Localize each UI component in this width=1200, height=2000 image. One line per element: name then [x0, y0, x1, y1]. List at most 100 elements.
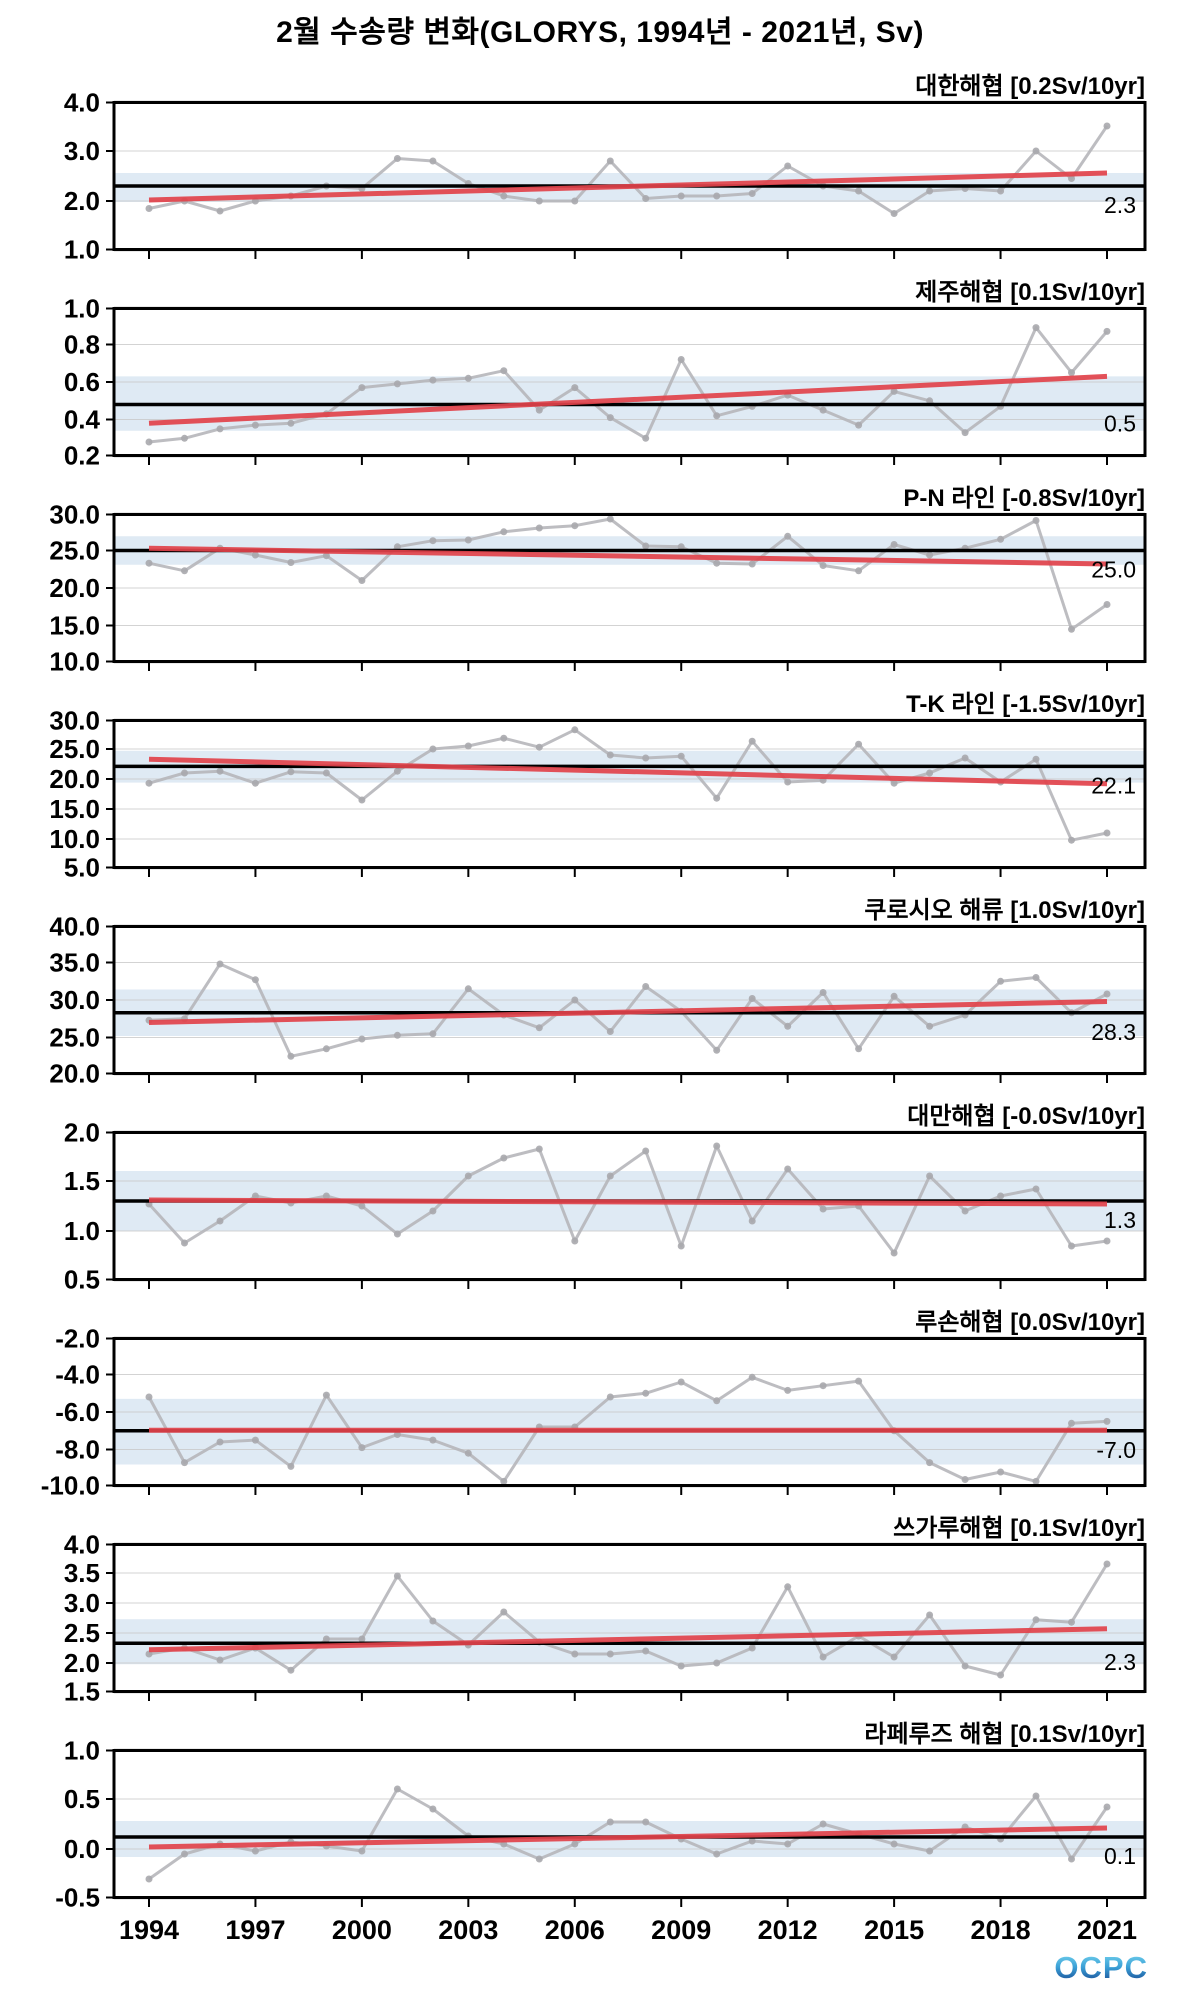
data-point	[464, 1172, 472, 1180]
data-point	[606, 1393, 614, 1401]
x-tick-label: 2012	[758, 1915, 818, 1945]
data-point	[429, 745, 437, 753]
data-point	[784, 162, 792, 170]
data-point	[500, 1154, 508, 1162]
data-point	[216, 207, 224, 215]
y-tick-label: 3.0	[64, 1588, 100, 1618]
data-point	[1103, 1417, 1111, 1425]
data-point	[251, 1192, 259, 1200]
data-point	[961, 1207, 969, 1215]
data-point	[677, 192, 685, 200]
data-point	[961, 429, 969, 437]
ocpc-logo: OCPC	[1054, 1950, 1148, 1985]
y-tick-label: 5.0	[64, 853, 100, 883]
data-point	[571, 1237, 579, 1245]
data-point	[1032, 1477, 1040, 1485]
data-point	[855, 1045, 863, 1053]
y-tick-label: 2.0	[64, 186, 100, 216]
data-point	[713, 1850, 721, 1858]
chart-area: 대한해협 [0.2Sv/10yr] 4.0 3.0 2.0 1.0 2.3 제주해협 [0.…	[0, 56, 1200, 1945]
trend-line	[148, 170, 1108, 203]
data-point	[145, 1393, 153, 1401]
panel-kuroshio-current: 쿠로시오 해류 [1.0Sv/10yr] 40.0 35.0 30.0 25.0 20.0…	[0, 880, 1200, 1089]
data-point	[145, 779, 153, 787]
data-point	[1068, 1618, 1075, 1626]
data-point	[748, 995, 756, 1002]
data-point	[251, 421, 259, 429]
data-point	[677, 356, 685, 363]
data-point	[393, 1031, 401, 1039]
page-title: 2월 수송량 변화(GLORYS, 1994년 - 2021년, Sv)	[276, 16, 924, 49]
data-point	[819, 1653, 827, 1661]
y-tick-label: 0.8	[64, 330, 100, 360]
data-point	[1068, 1855, 1075, 1863]
data-point	[819, 406, 827, 414]
data-point	[748, 190, 756, 197]
data-point	[961, 754, 969, 762]
data-point	[677, 1378, 685, 1386]
panel-plot-tsugaru-strait: 4.03.53.02.52.01.5 2.3	[64, 1530, 1147, 1707]
data-point	[748, 1217, 756, 1225]
y-tick-label: -0.5	[55, 1883, 100, 1913]
data-point	[181, 567, 188, 575]
data-point	[677, 1242, 685, 1250]
data-point	[1068, 625, 1075, 633]
data-point	[571, 996, 579, 1004]
data-point	[926, 769, 934, 777]
data-point	[642, 1389, 650, 1397]
data-point	[322, 1045, 330, 1053]
data-point	[429, 376, 437, 384]
data-point	[181, 1850, 188, 1858]
data-point	[642, 434, 650, 442]
data-line	[148, 1563, 1109, 1677]
data-point	[145, 559, 153, 567]
data-point	[1103, 601, 1111, 608]
y-tick-label: 1.5	[64, 1677, 100, 1707]
panel-subtitle: 쿠로시오 해류 [1.0Sv/10yr]	[864, 897, 1145, 924]
data-point	[571, 384, 579, 392]
data-point	[393, 1431, 401, 1438]
data-point	[393, 543, 401, 551]
data-point	[251, 551, 259, 559]
data-point	[748, 560, 756, 568]
data-point	[784, 778, 792, 786]
value-label: 28.3	[1091, 1019, 1136, 1045]
data-point	[429, 1617, 437, 1625]
data-point	[251, 1847, 259, 1855]
data-point	[997, 1671, 1005, 1679]
x-tick-label: 2009	[651, 1915, 711, 1945]
data-point	[500, 734, 508, 742]
value-label: 0.1	[1104, 1843, 1136, 1869]
plot-border	[112, 101, 1147, 251]
data-point	[1032, 974, 1040, 981]
data-line	[148, 125, 1109, 215]
data-point	[642, 195, 650, 202]
y-tick-label: 20.0	[49, 573, 100, 603]
y-tick-label: 2.5	[64, 1618, 100, 1648]
data-point	[393, 1230, 401, 1238]
data-point	[287, 419, 295, 427]
data-point	[571, 1840, 579, 1848]
data-point	[713, 559, 721, 567]
panel-plot-kuroshio-current: 40.0 35.0 30.0 25.0 20.0 28.3	[49, 912, 1147, 1089]
y-tick-label: 1.0	[64, 1216, 100, 1246]
value-label: -7.0	[1096, 1437, 1136, 1463]
panel-subtitle: 제주해협 [0.1Sv/10yr]	[915, 279, 1145, 306]
data-point	[961, 1662, 969, 1670]
data-point	[713, 412, 721, 420]
data-point	[819, 562, 827, 569]
x-tick-label: 2018	[971, 1915, 1031, 1945]
y-tick-label: 0.5	[64, 1265, 100, 1295]
panel-tk-line: T-K 라인 [-1.5Sv/10yr] 30.0 25.0 20.0 15.0 10.0…	[0, 674, 1200, 883]
data-point	[464, 742, 472, 750]
x-tick-label: 1997	[225, 1915, 285, 1945]
data-point	[1068, 1419, 1075, 1427]
data-point	[1032, 755, 1040, 763]
data-point	[145, 205, 153, 212]
trend-line	[148, 999, 1108, 1025]
trend-line	[148, 1626, 1108, 1653]
data-point	[464, 985, 472, 993]
y-tick-label: 1.0	[64, 1736, 100, 1766]
data-point	[784, 1583, 792, 1591]
panel-plot-taiwan-strait: 2.0 1.5 1.0 0.5 1.3	[64, 1118, 1147, 1295]
